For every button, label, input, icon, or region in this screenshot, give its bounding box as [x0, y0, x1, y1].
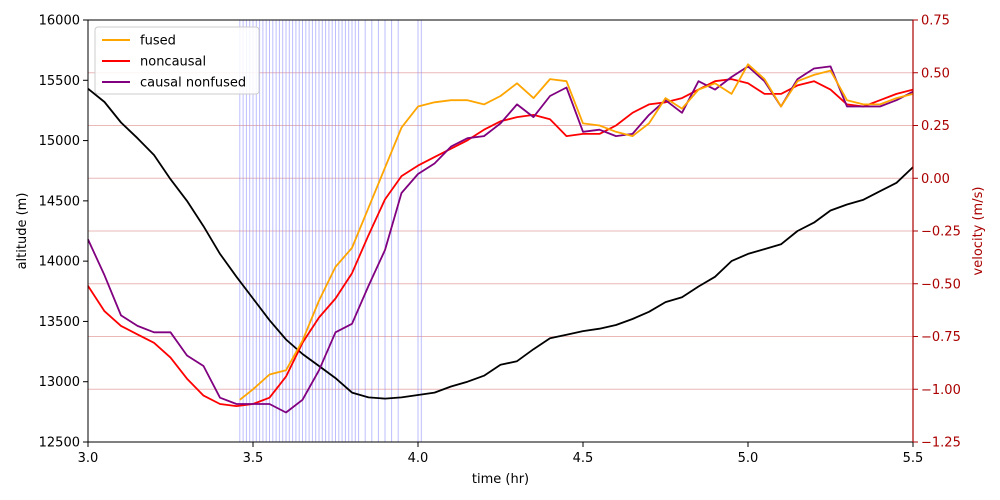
legend-label: fused — [140, 34, 176, 49]
y-left-axis-label: altitude (m) — [15, 193, 30, 270]
legend: fused noncausal causal nonfused — [94, 26, 260, 95]
x-tick-label: 4.5 — [573, 451, 594, 466]
y-right-tick-label: 0.50 — [921, 66, 950, 81]
y-right-tick-label: 0.75 — [921, 14, 950, 29]
y-left-tick-label: 15500 — [39, 74, 80, 89]
legend-label: noncausal — [140, 55, 206, 70]
y-right-axis-label: velocity (m/s) — [971, 187, 986, 276]
y-right-tick-label: −1.25 — [921, 436, 961, 451]
x-tick-label: 3.5 — [243, 451, 264, 466]
legend-label: causal nonfused — [140, 76, 246, 91]
y-left-tick-label: 13000 — [39, 375, 80, 390]
y-right-tick-label: 0.00 — [921, 172, 950, 187]
y-left-tick-label: 14000 — [39, 255, 80, 270]
y-right-tick-label: −0.25 — [921, 225, 961, 240]
y-left-tick-label: 16000 — [39, 14, 80, 29]
altitude-line — [87, 87, 914, 400]
x-tick-label: 4.0 — [408, 451, 429, 466]
axes-layer: 3.0 3.5 4.0 4.5 5.0 5.5 12500 13000 13500 14000 14… — [39, 14, 961, 467]
x-tick-label: 5.5 — [903, 451, 924, 466]
series-layer — [87, 63, 914, 414]
y-left-tick-label: 14500 — [39, 194, 80, 209]
y-right-tick-label: −1.00 — [921, 383, 961, 398]
y-left-tick-label: 13500 — [39, 315, 80, 330]
y-left-tick-label: 12500 — [39, 436, 80, 451]
legend-box — [94, 26, 260, 95]
x-tick-label: 5.0 — [738, 451, 759, 466]
x-axis-label: time (hr) — [472, 472, 529, 487]
y-left-tick-label: 15000 — [39, 134, 80, 149]
grid-layer — [88, 72, 913, 390]
x-tick-label: 3.0 — [78, 451, 99, 466]
y-right-tick-label: −0.75 — [921, 330, 961, 345]
series-line-noncausal — [87, 78, 914, 408]
y-right-tick-label: −0.50 — [921, 277, 961, 292]
series-line-fused — [239, 63, 914, 401]
legend-items: fused noncausal causal nonfused — [102, 34, 246, 91]
y-right-tick-label: 0.25 — [921, 119, 950, 134]
